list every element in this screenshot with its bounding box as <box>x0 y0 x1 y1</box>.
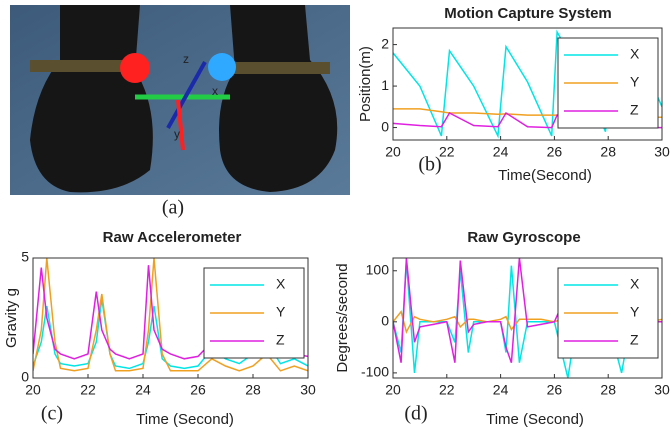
x-tick-label: 30 <box>300 382 316 398</box>
x-tick-label: 30 <box>654 144 670 160</box>
photo: z x y (a) <box>10 5 350 219</box>
x-tick-label: 26 <box>547 382 563 398</box>
legend-label: X <box>276 276 286 292</box>
x-tick-label: 28 <box>600 382 616 398</box>
x-tick-label: 22 <box>439 144 455 160</box>
y-tick-label: 5 <box>21 249 29 265</box>
legend-label: Y <box>276 304 286 320</box>
chart-title: Raw Gyroscope <box>467 229 580 246</box>
x-tick-label: 28 <box>245 382 261 398</box>
left-foot <box>30 5 153 193</box>
plot-frame <box>392 27 663 141</box>
y-axis-arrow <box>176 99 185 151</box>
legend-label: Z <box>276 332 285 348</box>
x-tick-label: 20 <box>385 382 401 398</box>
legend-label: X <box>630 276 640 292</box>
axis-letter: x <box>212 84 218 98</box>
x-tick-label: 26 <box>190 382 206 398</box>
y-tick-label: 0 <box>21 369 29 385</box>
x-axis-label: Time (Second) <box>136 411 234 428</box>
x-tick-label: 24 <box>493 144 509 160</box>
red-marker <box>120 53 150 83</box>
legend-label: Y <box>630 304 640 320</box>
left-strap <box>30 60 145 72</box>
legend-label: X <box>630 46 640 62</box>
z-axis-arrow <box>166 61 207 129</box>
axis-letter: y <box>174 127 180 141</box>
axis-letter: z <box>183 52 189 66</box>
x-tick-label: 30 <box>654 382 670 398</box>
y-tick-label: -100 <box>361 364 389 380</box>
y-tick-label: 1 <box>381 77 389 93</box>
x-tick-label: 24 <box>493 382 509 398</box>
y-axis-label: Position(m) <box>357 46 374 122</box>
x-tick-label: 22 <box>439 382 455 398</box>
y-tick-label: 0 <box>381 313 389 329</box>
x-tick-label: 28 <box>600 144 616 160</box>
y-tick-label: 100 <box>366 261 390 277</box>
x-axis-label: Time(Second) <box>498 167 592 184</box>
x-tick-label: 24 <box>135 382 151 398</box>
legend-label: Z <box>630 332 639 348</box>
caption: (c) <box>41 403 63 425</box>
data-line <box>33 258 308 372</box>
blue-marker <box>208 53 236 81</box>
chart-title: Raw Accelerometer <box>103 229 242 246</box>
caption: (d) <box>404 403 427 425</box>
x-tick-label: 20 <box>385 144 401 160</box>
x-axis-label: Time (Second) <box>486 411 584 428</box>
y-axis-label: Gravity g <box>3 288 20 348</box>
y-tick-label: 0 <box>381 118 389 134</box>
caption: (b) <box>418 154 441 176</box>
x-tick-label: 22 <box>80 382 96 398</box>
legend-label: Z <box>630 102 639 118</box>
plot-frame <box>392 257 663 379</box>
plot-frame <box>32 257 309 379</box>
y-tick-label: 2 <box>381 35 389 51</box>
right-strap <box>230 62 330 74</box>
caption: (a) <box>162 197 184 219</box>
right-foot <box>219 5 338 192</box>
x-tick-label: 26 <box>547 144 563 160</box>
legend-label: Y <box>630 74 640 90</box>
chart-title: Motion Capture System <box>444 5 612 22</box>
x-tick-label: 20 <box>25 382 41 398</box>
y-axis-label: Degrees/second <box>334 263 351 372</box>
